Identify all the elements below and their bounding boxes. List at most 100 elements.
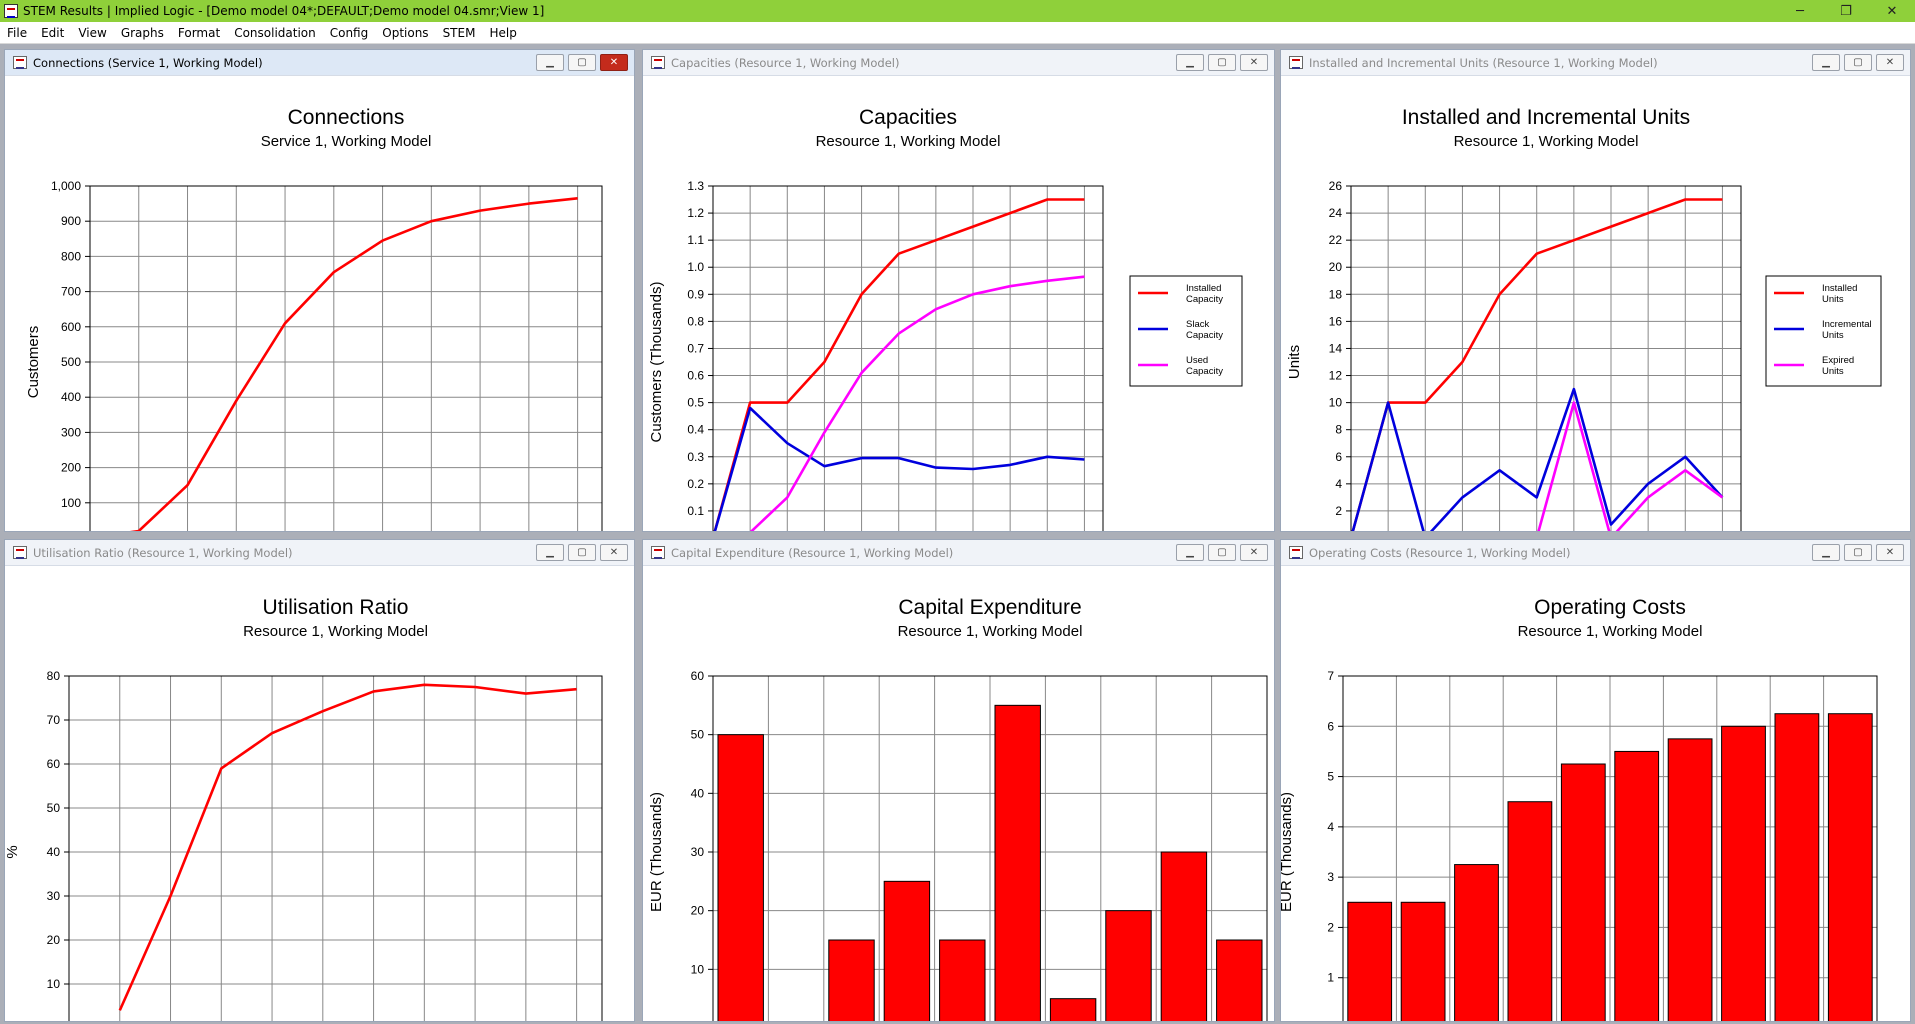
- y-tick-label: 7: [1327, 669, 1334, 683]
- y-tick-label: 14: [1329, 341, 1343, 355]
- y-tick-label: 1.3: [687, 179, 704, 193]
- y-tick-label: 600: [61, 320, 81, 334]
- close-button[interactable]: ✕: [1886, 3, 1898, 19]
- chart-window-icon: [13, 546, 27, 559]
- window-close-button[interactable]: ✕: [1240, 544, 1268, 561]
- window-close-button[interactable]: ✕: [600, 54, 628, 71]
- capacities-window[interactable]: Capacities (Resource 1, Working Model) ▁…: [642, 49, 1275, 532]
- plot-frame: [1342, 675, 1878, 1021]
- window-close-button[interactable]: ✕: [600, 544, 628, 561]
- opex-chart: Operating Costs Resource 1, Working Model…: [1281, 596, 1878, 1021]
- installed-units-window[interactable]: Installed and Incremental Units (Resourc…: [1280, 49, 1911, 532]
- y-tick-label: 3: [1327, 870, 1334, 884]
- legend-label-0: Installed Capacity: [1186, 283, 1223, 305]
- y-tick-label: 20: [1329, 260, 1343, 274]
- window-caption-bar[interactable]: Utilisation Ratio (Resource 1, Working M…: [5, 540, 634, 566]
- legend-label-line: Slack: [1186, 319, 1209, 330]
- chart-window-icon: [13, 56, 27, 69]
- window-maximize-button[interactable]: ▢: [1844, 54, 1872, 71]
- window-caption-bar[interactable]: Installed and Incremental Units (Resourc…: [1281, 50, 1910, 76]
- window-caption: Operating Costs (Resource 1, Working Mod…: [1309, 545, 1571, 560]
- restore-button[interactable]: ❐: [1840, 3, 1852, 19]
- window-minimize-button[interactable]: ▁: [1176, 54, 1204, 71]
- window-minimize-button[interactable]: ▁: [536, 544, 564, 561]
- window-minimize-button[interactable]: ▁: [1812, 54, 1840, 71]
- y-tick-label: 100: [61, 496, 81, 510]
- menu-graphs[interactable]: Graphs: [120, 25, 164, 40]
- capex-chart: Capital Expenditure Resource 1, Working M…: [648, 596, 1268, 1021]
- chart-window-icon: [1289, 56, 1303, 69]
- y-tick-label: 2: [1335, 504, 1342, 518]
- menu-file[interactable]: File: [7, 25, 28, 40]
- chart-subtitle: Service 1, Working Model: [261, 133, 432, 150]
- y-tick-label: 5: [1327, 770, 1334, 784]
- y-tick-label: 6: [1335, 450, 1342, 464]
- y-tick-label: 2: [1327, 920, 1334, 934]
- chart-subtitle: Resource 1, Working Model: [1454, 133, 1639, 150]
- y-axis-label: Units: [1286, 345, 1303, 379]
- y-tick-label: 900: [61, 214, 81, 228]
- window-caption-bar[interactable]: Operating Costs (Resource 1, Working Mod…: [1281, 540, 1910, 566]
- bar-Y1: [1347, 901, 1393, 1021]
- y-tick-label: 0.2: [687, 477, 704, 491]
- menu-consolidation[interactable]: Consolidation: [234, 25, 316, 40]
- utilisation-window[interactable]: Utilisation Ratio (Resource 1, Working M…: [4, 539, 635, 1022]
- y-tick-label: 0.4: [687, 423, 704, 437]
- y-tick-label: 70: [47, 713, 61, 727]
- y-tick-label: 30: [691, 845, 705, 859]
- series-line-0: [713, 198, 1085, 531]
- y-tick-label: 10: [47, 977, 61, 991]
- y-tick-label: 22: [1329, 233, 1343, 247]
- window-close-button[interactable]: ✕: [1876, 544, 1904, 561]
- window-caption-bar[interactable]: Capital Expenditure (Resource 1, Working…: [643, 540, 1274, 566]
- menu-config[interactable]: Config: [329, 25, 369, 40]
- y-tick-label: 20: [47, 933, 61, 947]
- menu-format[interactable]: Format: [177, 25, 221, 40]
- menu-view[interactable]: View: [78, 25, 107, 40]
- legend-label-line: Units: [1822, 330, 1844, 341]
- window-close-button[interactable]: ✕: [1876, 54, 1904, 71]
- bar-Y6: [1614, 750, 1660, 1021]
- app-title: STEM Results | Implied Logic - [Demo mod…: [23, 4, 545, 18]
- y-tick-label: 6: [1327, 719, 1334, 733]
- window-maximize-button[interactable]: ▢: [1208, 54, 1236, 71]
- window-maximize-button[interactable]: ▢: [568, 54, 596, 71]
- window-caption: Capacities (Resource 1, Working Model): [671, 55, 900, 70]
- menu-stem[interactable]: STEM: [442, 25, 476, 40]
- window-maximize-button[interactable]: ▢: [1844, 544, 1872, 561]
- menu-help[interactable]: Help: [489, 25, 517, 40]
- y-tick-label: 16: [1329, 314, 1343, 328]
- menu-options[interactable]: Options: [382, 25, 429, 40]
- window-maximize-button[interactable]: ▢: [1208, 544, 1236, 561]
- y-tick-label: 24: [1329, 206, 1343, 220]
- bar-Y6: [994, 704, 1041, 1021]
- bar-Y8: [1721, 725, 1766, 1021]
- legend-label-line: Capacity: [1186, 366, 1223, 377]
- y-tick-label: 12: [1329, 369, 1343, 383]
- y-tick-label: 300: [61, 425, 81, 439]
- y-tick-label: 1,000: [51, 179, 81, 193]
- window-caption-bar[interactable]: Capacities (Resource 1, Working Model) ▁…: [643, 50, 1274, 76]
- plot-frame: [712, 185, 1104, 531]
- legend-box: [1765, 275, 1882, 387]
- window-minimize-button[interactable]: ▁: [1176, 544, 1204, 561]
- opex-window[interactable]: Operating Costs (Resource 1, Working Mod…: [1280, 539, 1911, 1022]
- legend-box: [1129, 275, 1243, 387]
- minimize-button[interactable]: ─: [1796, 3, 1804, 19]
- y-tick-label: 0.6: [687, 369, 704, 383]
- legend-label-line: Capacity: [1186, 294, 1223, 305]
- connections-window[interactable]: Connections (Service 1, Working Model) ▁…: [4, 49, 635, 532]
- plot-area: [713, 186, 1103, 531]
- chart-subtitle: Resource 1, Working Model: [816, 133, 1001, 150]
- capex-window[interactable]: Capital Expenditure (Resource 1, Working…: [642, 539, 1275, 1022]
- window-minimize-button[interactable]: ▁: [536, 54, 564, 71]
- legend-label-1: Incremental Units: [1822, 319, 1872, 341]
- y-tick-label: 400: [61, 390, 81, 404]
- y-tick-label: 200: [61, 461, 81, 475]
- legend-label-line: Units: [1822, 366, 1844, 377]
- window-maximize-button[interactable]: ▢: [568, 544, 596, 561]
- window-close-button[interactable]: ✕: [1240, 54, 1268, 71]
- window-caption-bar[interactable]: Connections (Service 1, Working Model) ▁…: [5, 50, 634, 76]
- menu-edit[interactable]: Edit: [41, 25, 65, 40]
- window-minimize-button[interactable]: ▁: [1812, 544, 1840, 561]
